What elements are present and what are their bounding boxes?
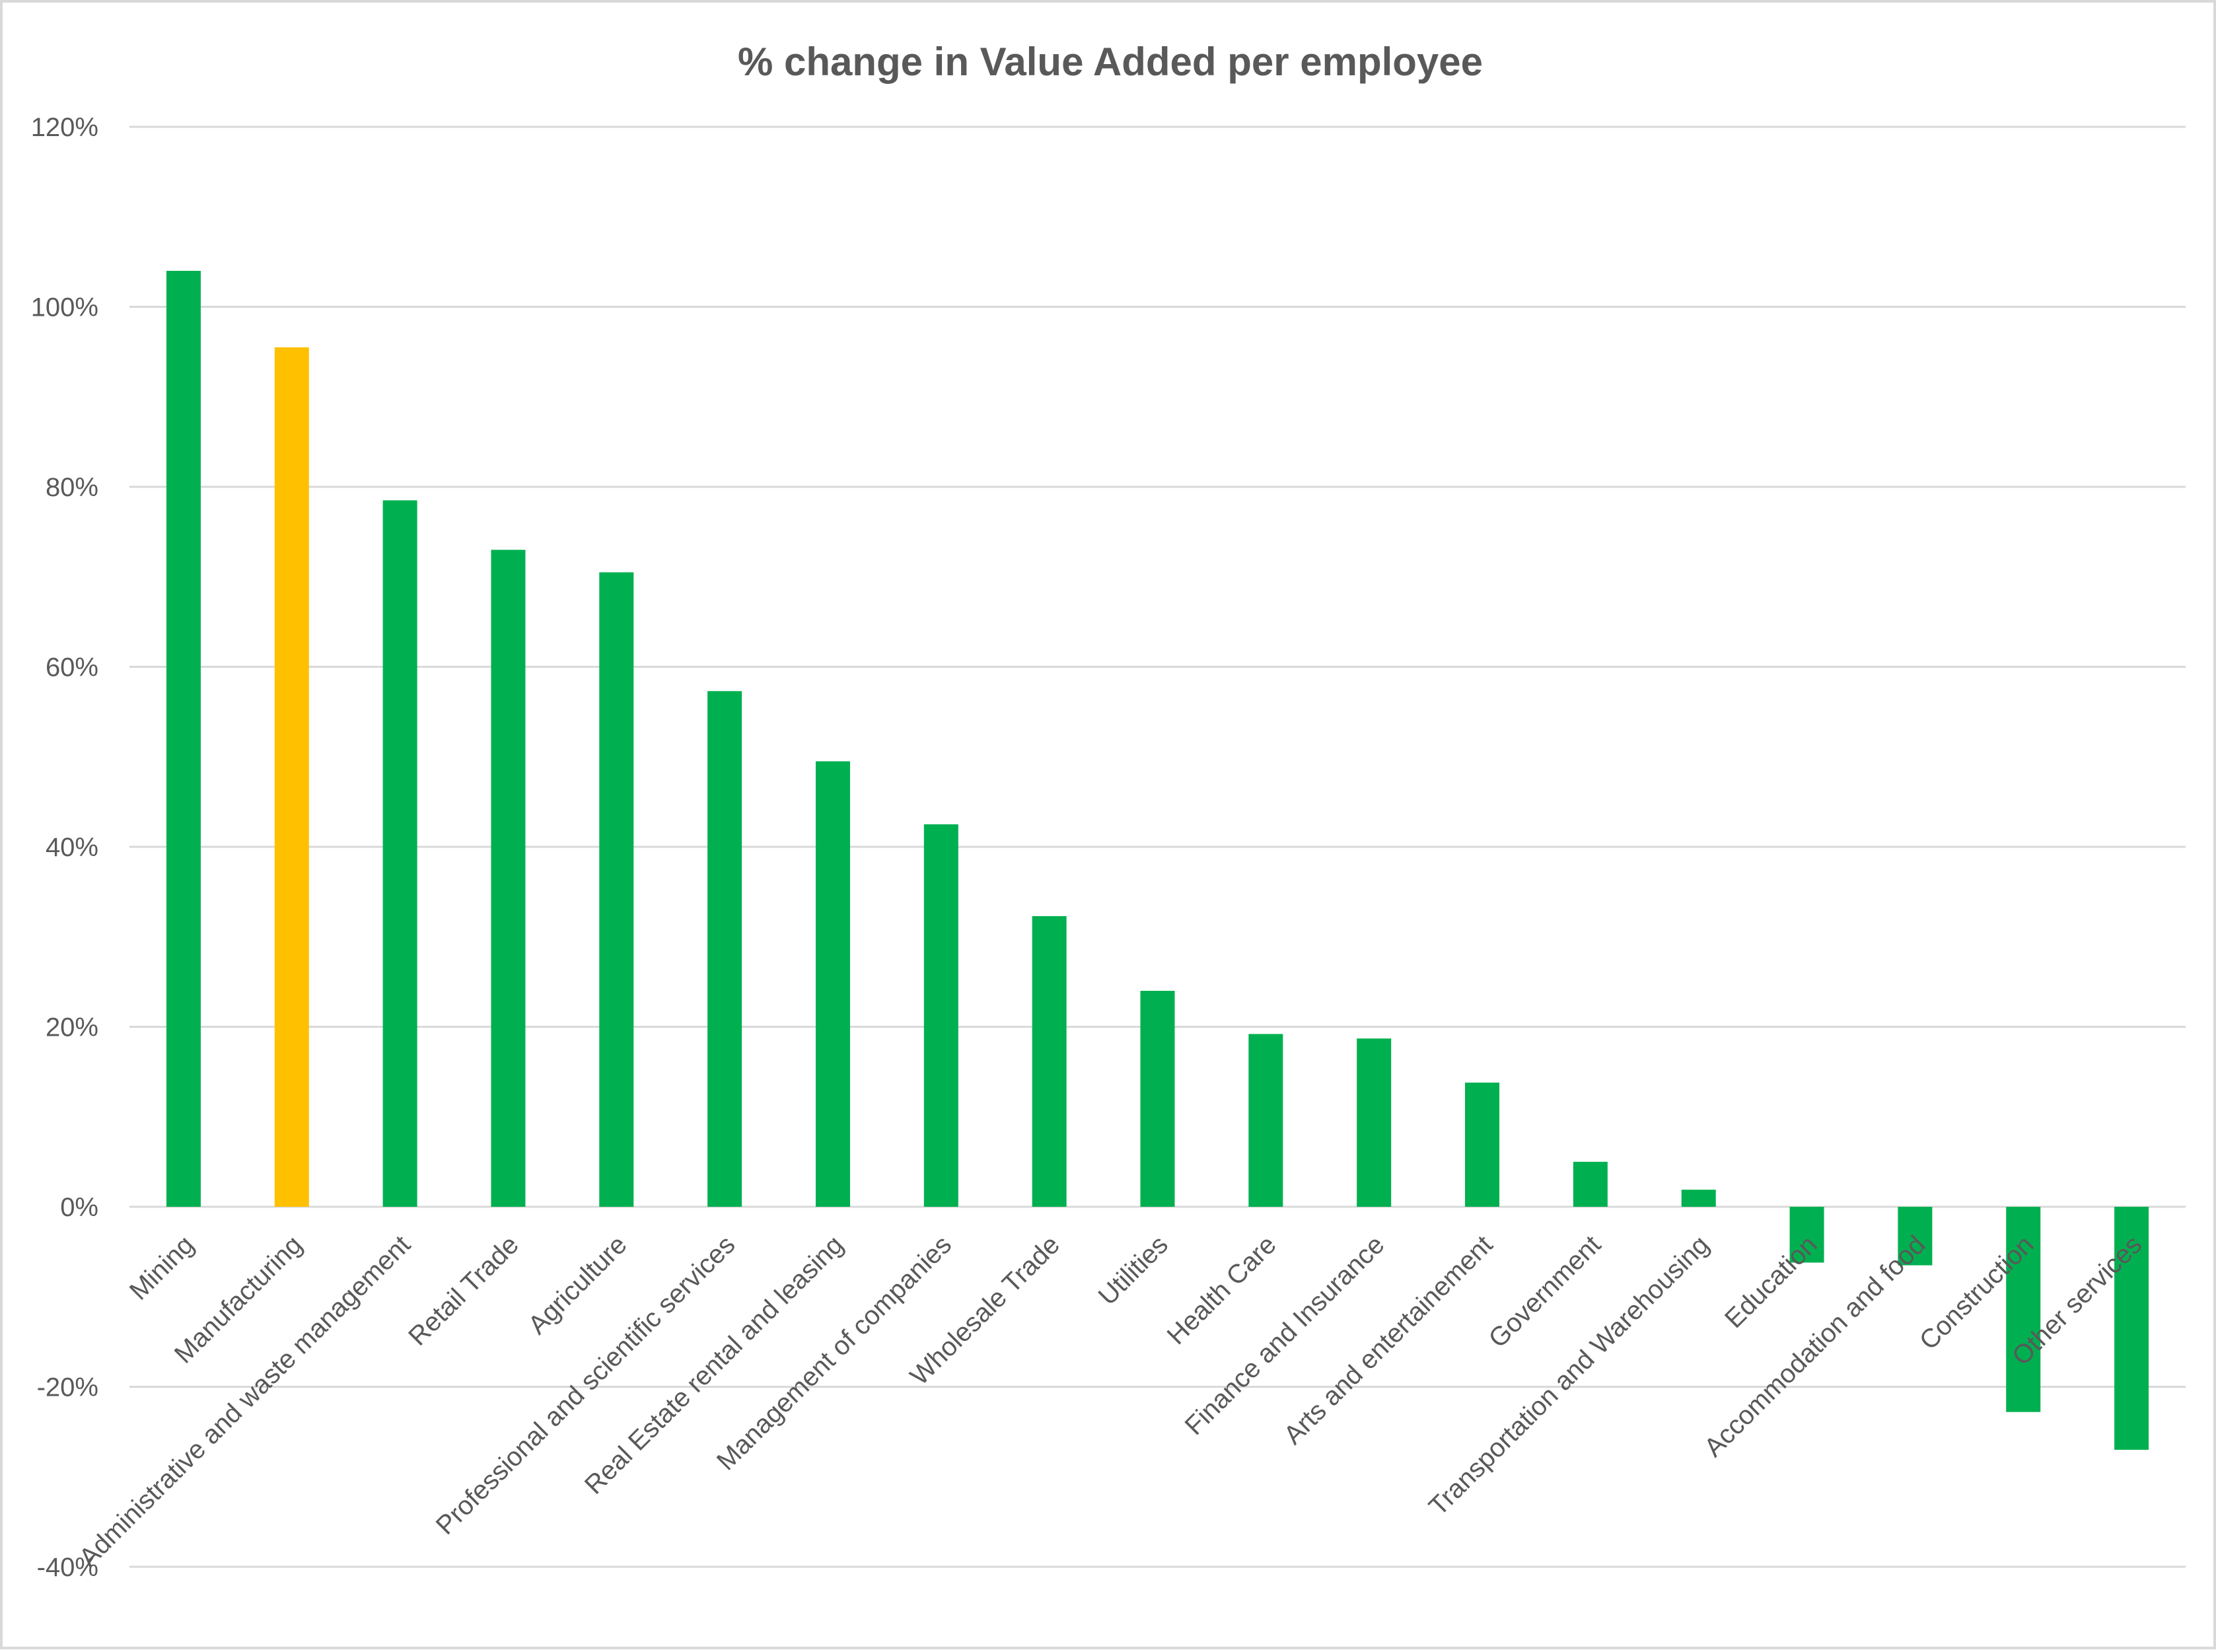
chart-title: % change in Value Added per employee bbox=[738, 40, 1483, 84]
y-tick-label: 100% bbox=[31, 293, 98, 322]
bar-arts-and-entertainement bbox=[1465, 1082, 1500, 1207]
y-tick-label: 20% bbox=[46, 1013, 98, 1042]
bar-real-estate-rental-and-leasing bbox=[815, 761, 850, 1207]
bar-accommodation-and-food bbox=[1898, 1207, 1933, 1266]
x-tick-label-utilities: Utilities bbox=[1093, 1230, 1174, 1311]
x-tick-label-mining: Mining bbox=[124, 1230, 199, 1305]
bar-finance-and-insurance bbox=[1357, 1038, 1392, 1207]
x-tick-label-education: Education bbox=[1719, 1230, 1823, 1334]
x-tick-label-finance-and-insurance: Finance and Insurance bbox=[1180, 1230, 1390, 1441]
bar-chart: % change in Value Added per employee 120… bbox=[31, 40, 2186, 1582]
x-tick-label-government: Government bbox=[1483, 1230, 1606, 1353]
bar-professional-and-scientific-services bbox=[707, 691, 742, 1207]
bar-wholesale-trade bbox=[1032, 916, 1067, 1207]
bar-mining bbox=[166, 271, 201, 1207]
bars bbox=[166, 271, 2149, 1450]
x-tick-label-health-care: Health Care bbox=[1162, 1230, 1282, 1350]
y-tick-label: 80% bbox=[46, 473, 98, 502]
bar-education bbox=[1789, 1207, 1824, 1263]
bar-administrative-and-waste-management bbox=[382, 500, 417, 1207]
bar-other-services bbox=[2114, 1207, 2149, 1450]
y-tick-label: 60% bbox=[46, 653, 98, 682]
y-tick-label: 40% bbox=[46, 833, 98, 862]
x-tick-label-arts-and-entertainement: Arts and entertainement bbox=[1278, 1230, 1498, 1450]
bar-retail-trade bbox=[491, 550, 526, 1207]
x-tick-label-accommodation-and-food: Accommodation and food bbox=[1699, 1230, 1931, 1462]
bar-government bbox=[1573, 1161, 1608, 1207]
bar-health-care bbox=[1248, 1034, 1283, 1207]
x-tick-label-agriculture: Agriculture bbox=[522, 1230, 632, 1340]
y-tick-label: -20% bbox=[37, 1373, 98, 1402]
bar-utilities bbox=[1140, 991, 1175, 1207]
gridlines bbox=[129, 126, 2186, 1568]
x-tick-label-retail-trade: Retail Trade bbox=[403, 1230, 524, 1351]
y-tick-label: 0% bbox=[60, 1193, 98, 1222]
y-axis-tick-labels: 120% 100% 80% 60% 40% 20% 0% -20% -40% bbox=[31, 113, 98, 1582]
bar-agriculture bbox=[599, 572, 634, 1207]
x-tick-label-management-of-companies: Management of companies bbox=[711, 1230, 957, 1476]
bar-construction bbox=[2006, 1207, 2041, 1412]
bar-transportation-and-warehousing bbox=[1681, 1190, 1716, 1207]
bar-manufacturing bbox=[274, 347, 309, 1207]
bar-management-of-companies bbox=[923, 824, 958, 1207]
y-tick-label: 120% bbox=[31, 113, 98, 142]
y-tick-label: -40% bbox=[37, 1553, 98, 1582]
